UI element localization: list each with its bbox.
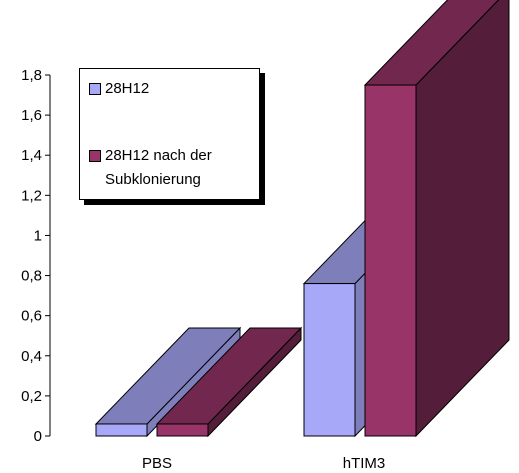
- y-tick-label: 1,4: [21, 147, 42, 164]
- bar-htim3-28h12-front: [303, 283, 356, 437]
- y-tick-label: 0,8: [21, 268, 42, 285]
- x-tick-label: hTIM3: [343, 455, 386, 472]
- bar-pbs-28h12-front: [95, 423, 148, 437]
- y-tick-label: 1,2: [21, 187, 42, 204]
- legend-label-subklonierung: 28H12 nach der Subklonierung: [105, 147, 212, 188]
- y-tick-label: 1,8: [21, 67, 42, 84]
- legend-label-28h12: 28H12: [105, 80, 150, 97]
- y-tick-label: 1,6: [21, 107, 42, 124]
- y-tick-label: 0: [34, 428, 42, 445]
- x-tick-label: PBS: [142, 455, 172, 472]
- bar-htim3-subklonierung-front: [364, 84, 417, 437]
- y-tick-label: 0,6: [21, 308, 42, 325]
- legend-entry-subklonierung: 28H12 nach der Subklonierung: [89, 144, 265, 192]
- bar-pbs-subklonierung-front: [156, 423, 209, 437]
- y-tick-label: 1: [34, 227, 42, 244]
- y-tick-label: 0,4: [21, 348, 42, 365]
- legend: 28H12 28H12 nach der Subklonierung: [79, 68, 260, 200]
- legend-entry-28h12: 28H12: [89, 77, 265, 101]
- legend-swatch-subklonierung: [89, 150, 101, 162]
- legend-swatch-28h12: [89, 83, 101, 95]
- y-tick-label: 0,2: [21, 388, 42, 405]
